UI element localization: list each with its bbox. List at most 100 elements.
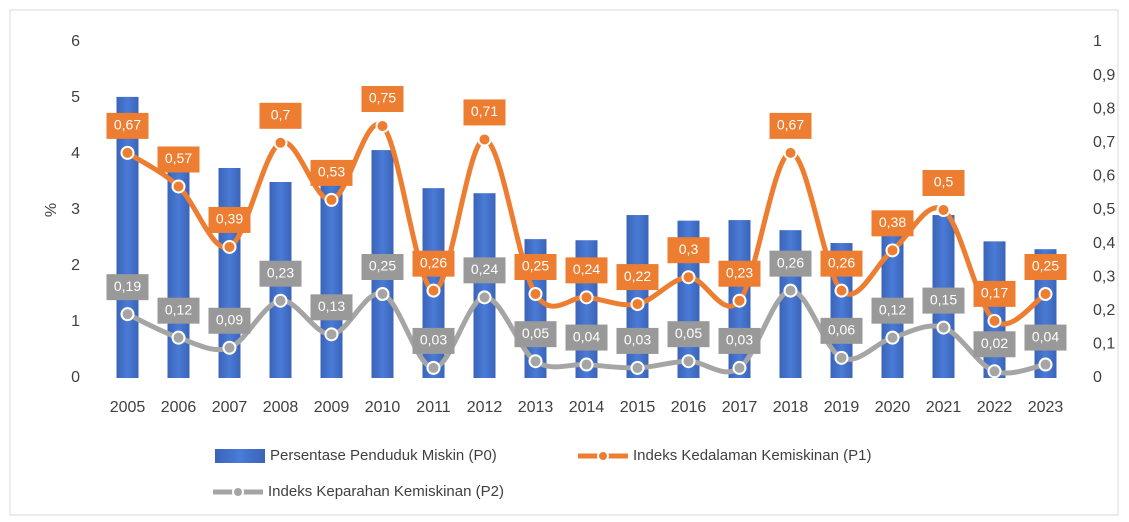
x-tick-label: 2021 [926,399,962,416]
x-tick-label: 2018 [773,399,809,416]
data-label: 0,26 [420,254,447,270]
data-label-box [310,159,353,186]
x-tick-label: 2005 [110,399,146,416]
data-label: 0,53 [318,164,345,180]
data-label: 0,39 [216,211,243,227]
data-label-box [463,257,506,284]
data-label: 0,02 [981,335,1008,351]
data-label-box [922,287,965,314]
line-marker [120,307,135,322]
bar [116,96,139,378]
data-label-box [769,250,812,277]
bar [320,182,343,378]
y-tick-label: 1 [71,313,80,330]
data-label-box [871,210,914,237]
line-marker [426,360,441,375]
x-tick-label: 2022 [977,399,1013,416]
legend-marker [232,486,244,498]
data-label-box [412,250,455,277]
line-marker [477,132,492,147]
line-marker [987,313,1002,328]
data-label: 0,04 [573,328,600,344]
data-label-box [259,102,302,129]
data-label-box [820,250,863,277]
line-marker [477,290,492,305]
data-label: 0,26 [777,254,804,270]
data-label-box [769,112,812,139]
data-label: 0,67 [114,117,141,133]
data-label-box [463,99,506,126]
x-tick-label: 2008 [263,399,299,416]
line-marker [579,290,594,305]
data-label-box [565,324,608,351]
y2-tick-label: 0,2 [1093,302,1115,319]
data-label-box [718,327,761,354]
data-label: 0,03 [624,332,651,348]
legend-marker [597,450,609,462]
line-marker [885,330,900,345]
y-tick-label: 6 [71,33,80,50]
data-label-box [106,274,149,301]
y2-tick-label: 0,1 [1093,336,1115,353]
data-label: 0,25 [1032,258,1059,274]
x-tick-label: 2009 [314,399,350,416]
line-marker [732,360,747,375]
line-marker [579,357,594,372]
x-tick-label: 2019 [824,399,860,416]
line-marker [273,293,288,308]
y2-tick-label: 0,3 [1093,268,1115,285]
data-label-box [1024,324,1067,351]
x-tick-label: 2015 [620,399,656,416]
legend-label: Indeks Kedalaman Kemiskinan (P1) [633,447,871,464]
data-label-box [973,280,1016,307]
x-tick-label: 2007 [212,399,248,416]
x-tick-label: 2020 [875,399,911,416]
y2-tick-label: 0,9 [1093,67,1115,84]
y-tick-label: 2 [71,257,80,274]
data-label: 0,7 [271,107,291,123]
data-label: 0,12 [165,301,192,317]
y2-tick-label: 0,5 [1093,201,1115,218]
line-marker [834,283,849,298]
y-tick-label: 3 [71,201,80,218]
line-marker [681,270,696,285]
line-marker [273,135,288,150]
y2-tick-label: 0,7 [1093,134,1115,151]
line-marker [120,145,135,160]
legend-label: Indeks Keparahan Kemiskinan (P2) [268,483,504,500]
data-label-box [514,321,557,348]
data-label: 0,19 [114,278,141,294]
data-label: 0,22 [624,268,651,284]
y2-tick-label: 0,4 [1093,235,1115,252]
x-tick-label: 2010 [365,399,401,416]
legend-swatch [215,449,265,463]
line-marker [528,354,543,369]
data-label: 0,26 [828,254,855,270]
data-label: 0,09 [216,311,243,327]
bar [167,162,190,378]
data-label-box [871,297,914,324]
x-tick-label: 2014 [569,399,605,416]
data-label-box [361,254,404,280]
line-marker [783,283,798,298]
data-label: 0,25 [369,258,396,274]
data-label-box [106,112,149,139]
data-label: 0,57 [165,150,192,166]
line-marker [222,340,237,355]
data-label: 0,05 [522,325,549,341]
data-label: 0,23 [267,264,294,280]
data-label-box [973,331,1016,358]
data-label-box [616,327,659,354]
data-label: 0,23 [726,264,753,280]
x-tick-label: 2012 [467,399,503,416]
data-label-box [565,257,608,284]
line [125,121,1048,327]
y-tick-label: 4 [71,145,80,162]
line-marker [222,239,237,254]
data-label: 0,03 [726,332,753,348]
y2-tick-label: 0,6 [1093,168,1115,185]
line-marker [171,179,186,194]
line-marker [1038,287,1053,301]
data-label: 0,24 [573,261,600,277]
line-marker [885,243,900,258]
